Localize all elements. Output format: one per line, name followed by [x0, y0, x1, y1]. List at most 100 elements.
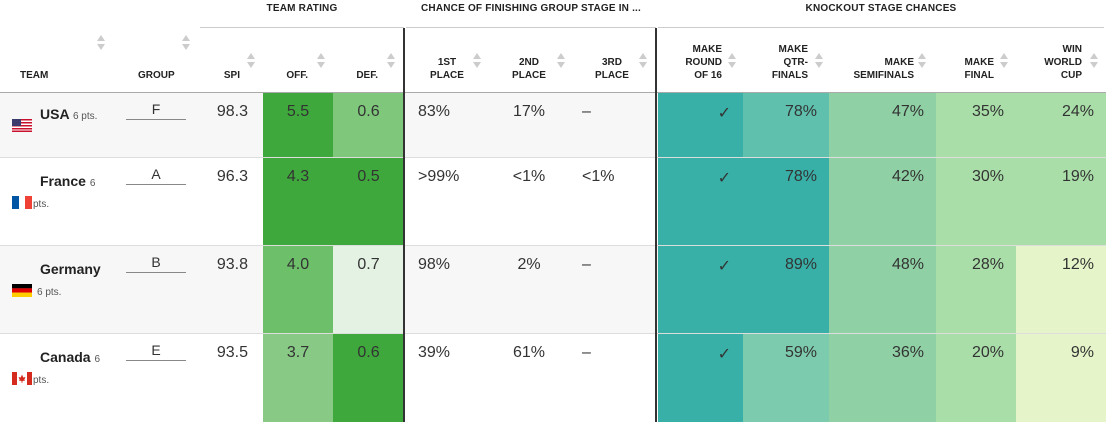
def-value: 0.6: [333, 334, 404, 422]
col-sf-line1: MAKE: [884, 57, 914, 68]
team-points: 6 pts.: [72, 111, 98, 122]
second-place-value: 17%: [512, 103, 546, 120]
sort-def-icon[interactable]: [387, 52, 395, 70]
final-value: 35%: [936, 93, 1016, 157]
off-value: 4.3: [263, 158, 333, 245]
col-round-of-16[interactable]: MAKE ROUND OF 16: [672, 43, 722, 82]
sort-qf-icon[interactable]: [815, 52, 823, 70]
def-value: 0.7: [333, 246, 404, 333]
col-final[interactable]: MAKE FINAL: [950, 56, 994, 82]
table-row: Canada 6 pts. E 93.5 3.7 0.6 39% 61% – ✓…: [0, 334, 1106, 422]
sort-off-icon[interactable]: [317, 52, 325, 70]
group-stage-group-header: CHANCE OF FINISHING GROUP STAGE IN ...: [420, 3, 642, 14]
team-rating-group-header: TEAM RATING: [266, 3, 338, 14]
semifinals-value: 48%: [829, 246, 936, 333]
col-2nd-line1: 2ND: [518, 57, 539, 68]
qtr-finals-value: 78%: [743, 158, 829, 245]
team-name: USA 6 pts.: [40, 106, 98, 122]
group-value: E: [126, 342, 186, 361]
semifinals-value: 36%: [829, 334, 936, 422]
column-divider: [655, 28, 657, 422]
off-value: 3.7: [263, 334, 333, 422]
third-place-value: –: [582, 256, 591, 273]
off-value: 4.0: [263, 246, 333, 333]
germany-flag-icon: [12, 284, 32, 297]
def-value: 0.6: [333, 93, 404, 157]
col-qf-line3: FINALS: [771, 70, 808, 81]
usa-flag-icon: [12, 119, 32, 132]
win-value: 19%: [1016, 158, 1106, 245]
france-flag-icon: [12, 196, 32, 209]
semifinals-value: 42%: [829, 158, 936, 245]
qtr-finals-value: 78%: [743, 93, 829, 157]
table-row: USA 6 pts. F 98.3 5.5 0.6 83% 17% – ✓ 78…: [0, 93, 1106, 158]
first-place-value: >99%: [418, 168, 460, 185]
win-value: 24%: [1016, 93, 1106, 157]
first-place-value: 39%: [418, 344, 451, 361]
col-sf-line2: SEMIFINALS: [853, 70, 914, 81]
team-points: 6 pts.: [37, 287, 62, 298]
col-final-line2: FINAL: [964, 70, 994, 81]
col-spi[interactable]: SPI: [223, 70, 240, 81]
col-3rd-line2: PLACE: [595, 70, 629, 81]
spi-value: 93.5: [216, 344, 248, 361]
sort-final-icon[interactable]: [1000, 52, 1008, 70]
sort-3rd-icon[interactable]: [639, 52, 647, 70]
qtr-finals-value: 89%: [743, 246, 829, 333]
col-qf-line1: MAKE: [778, 44, 808, 55]
team-rating-underline: [200, 27, 404, 28]
first-place-value: 98%: [418, 256, 451, 273]
col-def[interactable]: DEF.: [356, 70, 378, 81]
sort-team-icon[interactable]: [97, 34, 105, 52]
final-value: 30%: [936, 158, 1016, 245]
round-of-16-value: ✓: [658, 246, 743, 333]
sort-sf-icon[interactable]: [918, 52, 926, 70]
semifinals-value: 47%: [829, 93, 936, 157]
second-place-value: 61%: [512, 344, 546, 361]
col-r16-line3: OF 16: [694, 70, 722, 81]
column-divider: [403, 28, 405, 422]
qtr-finals-value: 59%: [743, 334, 829, 422]
col-semifinals[interactable]: MAKE SEMIFINALS: [840, 56, 914, 82]
team-name: Germany: [40, 261, 101, 277]
col-2nd-line2: PLACE: [512, 70, 546, 81]
def-value: 0.5: [333, 158, 404, 245]
col-win-world-cup[interactable]: WIN WORLD CUP: [1030, 43, 1082, 82]
knockout-group-header: KNOCKOUT STAGE CHANCES: [805, 3, 957, 14]
col-group[interactable]: GROUP: [138, 70, 175, 81]
col-3rd-line1: 3RD: [601, 57, 622, 68]
col-team[interactable]: TEAM: [20, 70, 49, 81]
team-points: 6: [89, 178, 96, 189]
col-win-line2: WORLD: [1044, 57, 1082, 68]
group-value: B: [126, 254, 186, 273]
sort-2nd-icon[interactable]: [557, 52, 565, 70]
sort-r16-icon[interactable]: [728, 52, 736, 70]
round-of-16-value: ✓: [658, 334, 743, 422]
col-win-line1: WIN: [1062, 44, 1082, 55]
first-place-value: 83%: [418, 103, 451, 120]
win-value: 12%: [1016, 246, 1106, 333]
col-2nd-place[interactable]: 2ND PLACE: [507, 56, 551, 82]
sort-1st-icon[interactable]: [473, 52, 481, 70]
canada-flag-icon: [12, 372, 32, 385]
sort-win-icon[interactable]: [1090, 52, 1098, 70]
final-value: 28%: [936, 246, 1016, 333]
sort-spi-icon[interactable]: [247, 52, 255, 70]
col-win-line3: CUP: [1060, 70, 1082, 81]
sort-group-icon[interactable]: [182, 34, 190, 52]
col-off[interactable]: OFF.: [286, 70, 308, 81]
col-3rd-place[interactable]: 3RD PLACE: [590, 56, 634, 82]
col-r16-line1: MAKE: [692, 44, 722, 55]
col-qtr-finals[interactable]: MAKE QTR- FINALS: [758, 43, 808, 82]
second-place-value: <1%: [512, 168, 546, 185]
third-place-value: –: [582, 344, 591, 361]
col-1st-line2: PLACE: [430, 70, 464, 81]
spi-value: 93.8: [216, 256, 248, 273]
group-value: F: [126, 101, 186, 120]
col-1st-place[interactable]: 1ST PLACE: [425, 56, 469, 82]
spi-value: 96.3: [216, 168, 248, 185]
col-1st-line1: 1ST: [437, 57, 457, 68]
table-row: France 6 pts. A 96.3 4.3 0.5 >99% <1% <1…: [0, 158, 1106, 246]
team-name: Canada 6: [40, 349, 101, 365]
